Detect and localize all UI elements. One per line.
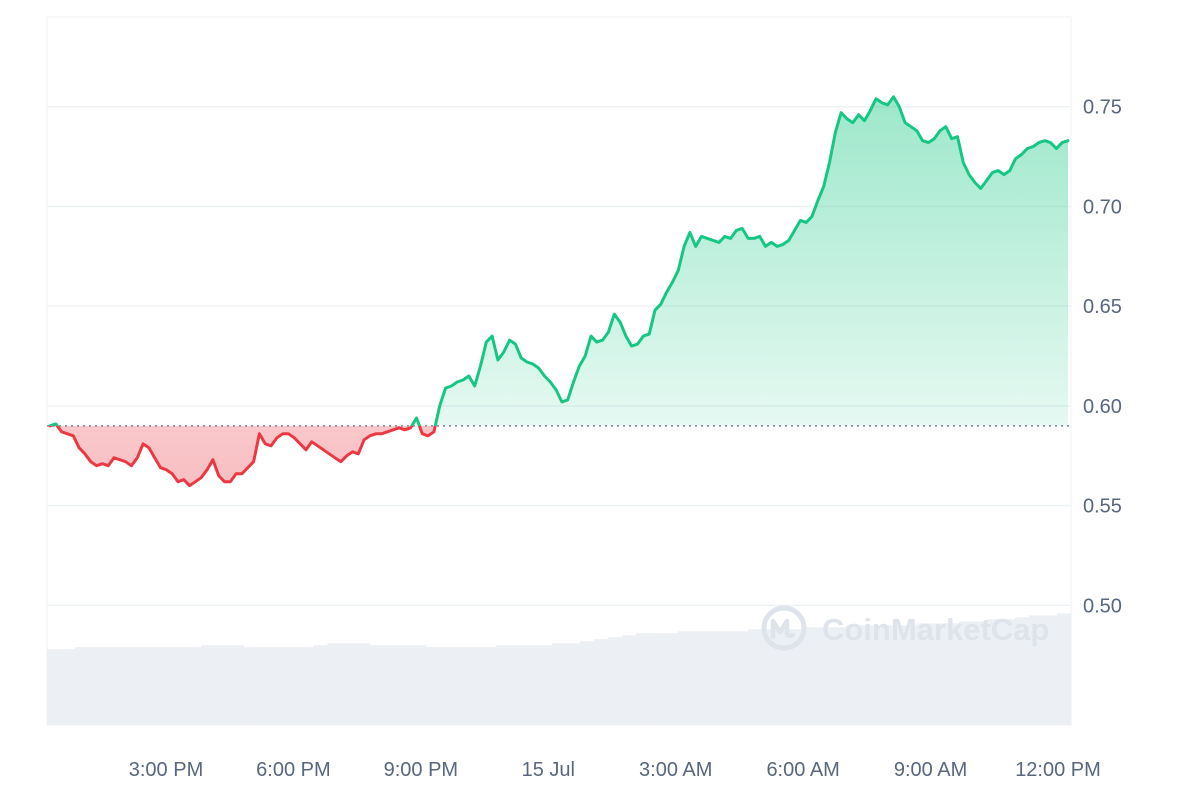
volume-bar bbox=[271, 647, 287, 725]
y-tick-label: 0.65 bbox=[1083, 296, 1122, 318]
volume-bar bbox=[537, 645, 553, 725]
area-below-baseline bbox=[57, 425, 436, 486]
volume-bar bbox=[608, 637, 623, 725]
x-tick-label: 12:00 PM bbox=[1015, 759, 1101, 781]
volume-bar bbox=[580, 641, 595, 725]
volume-bar bbox=[720, 631, 735, 725]
volume-bar bbox=[972, 621, 988, 725]
volume-bar bbox=[874, 625, 890, 725]
area-above-baseline bbox=[50, 96, 1068, 426]
y-tick-label: 0.50 bbox=[1083, 595, 1122, 617]
volume-bar bbox=[818, 627, 834, 725]
volume-bar bbox=[411, 645, 427, 725]
volume-bar bbox=[369, 645, 385, 725]
volume-bar bbox=[846, 625, 862, 725]
volume-bar bbox=[495, 645, 511, 725]
coinmarketcap-logo-mark bbox=[770, 618, 796, 640]
volume-bar bbox=[636, 633, 651, 725]
volume-bar bbox=[916, 623, 932, 725]
volume-bar bbox=[131, 647, 146, 725]
volume-bar bbox=[888, 625, 904, 725]
price-line-up bbox=[48, 95, 1070, 426]
watermark-text: CoinMarketCap bbox=[822, 612, 1049, 647]
x-tick-label: 15 Jul bbox=[522, 759, 575, 781]
volume-bar bbox=[860, 625, 876, 725]
volume-bar bbox=[117, 647, 132, 725]
volume-bar bbox=[355, 643, 371, 725]
volume-bar bbox=[75, 647, 90, 725]
volume-bar bbox=[1042, 615, 1058, 725]
volume-bar bbox=[1028, 615, 1044, 725]
volume-bar bbox=[692, 631, 707, 725]
volume-bar bbox=[509, 645, 525, 725]
volume-bar bbox=[299, 647, 315, 725]
volume-bar bbox=[1000, 619, 1016, 725]
coinmarketcap-logo-icon bbox=[761, 605, 807, 651]
volume-bar bbox=[453, 647, 469, 725]
volume-bar bbox=[1014, 617, 1030, 725]
volume-bar bbox=[832, 627, 848, 725]
y-tick-label: 0.55 bbox=[1083, 496, 1122, 518]
volume-bar bbox=[776, 629, 792, 725]
volume-bar bbox=[61, 649, 76, 725]
volume-bar bbox=[187, 647, 202, 725]
volume-bar bbox=[523, 645, 539, 725]
volume-bar bbox=[650, 633, 665, 725]
x-tick-label: 3:00 AM bbox=[639, 759, 712, 781]
volume-bar bbox=[383, 645, 399, 725]
volume-bar bbox=[902, 625, 918, 725]
volume-bar bbox=[243, 647, 259, 725]
price-line-down bbox=[48, 425, 437, 488]
y-tick-label: 0.60 bbox=[1083, 396, 1122, 418]
x-tick-label: 6:00 AM bbox=[766, 759, 839, 781]
y-tick-label: 0.70 bbox=[1083, 196, 1122, 218]
volume-bar bbox=[313, 645, 329, 725]
volume-bar bbox=[930, 623, 946, 725]
volume-bar bbox=[89, 647, 104, 725]
volume-bar bbox=[986, 619, 1002, 725]
volume-bar bbox=[678, 631, 693, 725]
volume-bar bbox=[173, 647, 188, 725]
y-axis: 0.50 0.55 0.60 0.65 0.70 0.75 bbox=[1083, 97, 1122, 618]
volume-bar bbox=[566, 643, 581, 725]
volume-bar bbox=[551, 643, 567, 725]
volume-bar bbox=[762, 629, 778, 725]
volume-bar bbox=[734, 631, 749, 725]
volume-bar bbox=[229, 645, 244, 725]
volume-bar bbox=[790, 629, 806, 725]
volume-bar bbox=[439, 647, 455, 725]
x-tick-label: 3:00 PM bbox=[129, 759, 203, 781]
volume-bar bbox=[159, 647, 174, 725]
volume-bar bbox=[958, 621, 974, 725]
volume-bar bbox=[215, 645, 230, 725]
volume-bar bbox=[1056, 613, 1072, 725]
volume-bar bbox=[145, 647, 160, 725]
volume-bar bbox=[622, 635, 637, 725]
volume-bar bbox=[481, 647, 497, 725]
volume-bars bbox=[47, 613, 1072, 725]
x-tick-label: 9:00 AM bbox=[894, 759, 967, 781]
volume-bar bbox=[748, 629, 763, 725]
volume-bar bbox=[467, 647, 483, 725]
volume-bar bbox=[201, 645, 216, 725]
volume-bar bbox=[257, 647, 273, 725]
volume-bar bbox=[47, 649, 62, 725]
volume-bar bbox=[285, 647, 301, 725]
x-axis: 3:00 PM 6:00 PM 9:00 PM 15 Jul 3:00 AM 6:00 A… bbox=[129, 759, 1101, 781]
watermark: CoinMarketCap bbox=[761, 605, 1049, 651]
volume-bar bbox=[944, 623, 960, 725]
x-tick-label: 6:00 PM bbox=[256, 759, 330, 781]
volume-bar bbox=[804, 627, 820, 725]
x-tick-label: 9:00 PM bbox=[384, 759, 458, 781]
volume-bar bbox=[327, 643, 343, 725]
volume-bar bbox=[425, 647, 441, 725]
volume-bar bbox=[341, 643, 357, 725]
volume-bar bbox=[103, 647, 118, 725]
volume-bar bbox=[594, 639, 609, 725]
volume-bar bbox=[397, 645, 413, 725]
y-tick-label: 0.75 bbox=[1083, 97, 1122, 119]
volume-bar bbox=[664, 633, 679, 725]
volume-bar bbox=[706, 631, 721, 725]
